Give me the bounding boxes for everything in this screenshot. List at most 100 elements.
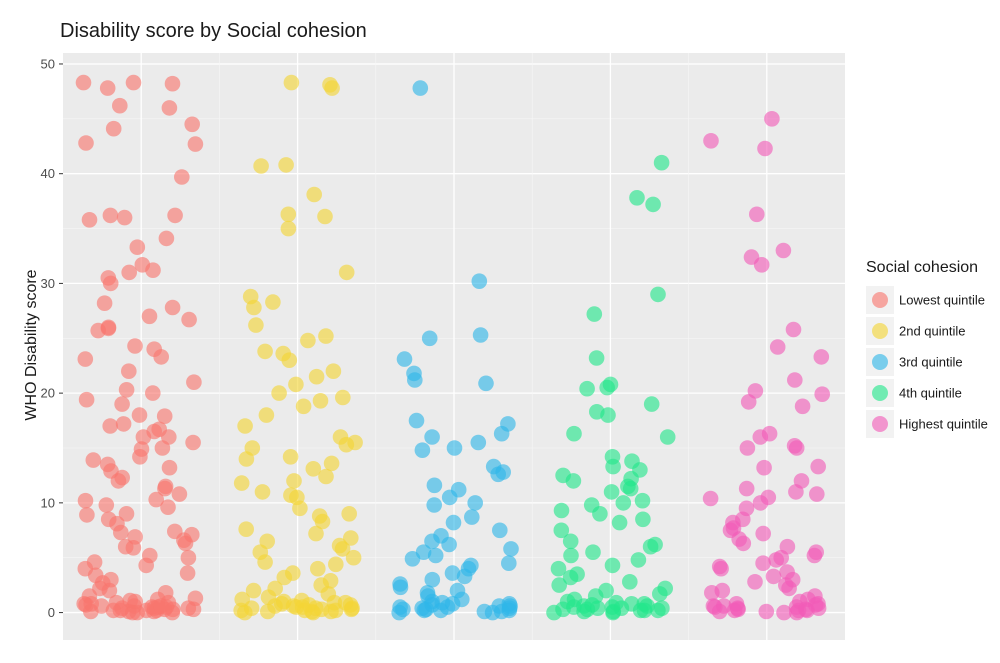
data-point [764,111,780,127]
data-point [318,468,334,485]
data-point [416,602,433,619]
data-point [755,555,771,571]
data-point [276,569,293,586]
data-point [756,459,772,476]
data-point [704,585,720,601]
data-point [650,286,666,303]
data-point [187,590,204,607]
data-point [788,484,804,500]
data-point [158,230,175,247]
data-point [248,317,264,333]
data-point [441,489,458,506]
data-point [307,600,324,616]
data-point [408,412,425,429]
data-point [282,449,299,465]
data-point [154,440,171,456]
data-point [164,75,181,92]
legend-label: 2nd quintile [899,324,966,339]
data-point [276,593,292,610]
data-point [810,458,826,475]
data-point [579,380,595,397]
data-point [280,220,297,237]
data-point [629,190,645,206]
data-point [814,386,830,403]
data-point [158,599,175,615]
data-point [605,458,621,475]
legend-title: Social cohesion [866,259,978,276]
data-point [308,368,325,385]
data-point [310,560,326,577]
data-point [125,540,142,556]
data-point [81,212,98,228]
data-point [470,434,487,451]
data-point [654,600,670,616]
data-point [702,490,719,507]
data-point [157,480,173,497]
data-point [787,372,803,388]
data-point [258,407,275,423]
data-point [167,207,183,224]
data-point [118,506,135,522]
data-point [566,425,582,442]
data-point [703,133,719,149]
data-point [478,375,494,392]
data-point [794,398,811,415]
data-point [78,135,94,151]
data-point [749,206,765,223]
data-point [768,552,784,568]
data-point [77,492,94,509]
data-point [753,257,770,273]
data-point [707,599,723,615]
data-point [729,600,746,616]
data-point [93,598,110,614]
data-point [445,514,462,531]
data-point [608,594,624,611]
legend-key [872,354,888,370]
data-point [653,154,670,171]
data-point [493,603,510,620]
data-point [446,440,463,456]
data-point [179,565,196,581]
data-point [615,495,632,511]
data-point [769,339,786,355]
data-point [245,582,262,599]
data-point [127,338,143,354]
data-point [501,555,517,571]
data-point [271,385,287,401]
y-tick-label: 30 [41,276,55,291]
data-point [283,74,300,91]
data-point [599,379,615,396]
data-point [776,604,792,621]
series-5 [702,111,830,621]
data-point [280,206,297,223]
data-point [414,442,431,459]
data-point [809,486,825,502]
data-point [233,475,250,491]
data-point [148,491,164,508]
data-point [96,295,113,312]
data-point [752,495,769,511]
data-point [467,495,484,511]
data-point [131,407,148,423]
data-point [141,308,158,325]
data-point [85,452,102,468]
data-point [75,74,92,91]
data-point [121,363,137,380]
data-point [90,322,106,339]
data-point [622,574,638,590]
y-tick-label: 10 [41,495,55,510]
series-2 [233,74,363,621]
data-point [254,484,271,500]
data-point [643,396,660,412]
data-point [758,603,775,620]
data-point [752,429,769,445]
data-point [345,549,362,566]
data-point [79,507,95,523]
data-point [105,120,122,137]
data-point [156,408,173,425]
data-point [652,586,668,602]
data-point [341,506,358,522]
y-axis-label: WHO Disability score [23,269,40,420]
legend-label: Lowest quintile [899,293,985,308]
